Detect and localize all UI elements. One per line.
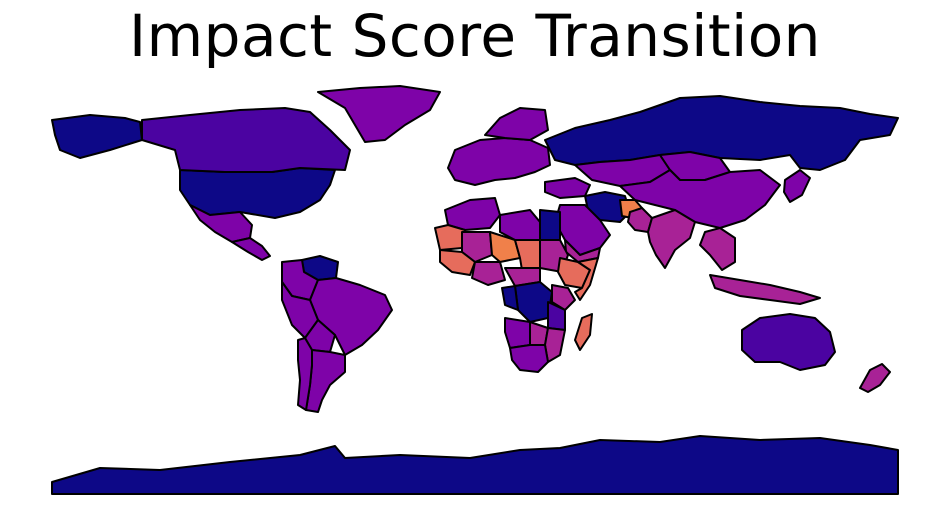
region-libya [499,209,541,241]
region-greenland [317,85,441,143]
region-west-africa [439,249,476,276]
region-southern-africa [509,344,549,373]
region-congo [501,285,519,311]
region-japan [783,169,811,203]
region-india [647,209,696,269]
region-madagascar [574,313,593,351]
region-europe [447,137,551,186]
region-scandinavia [484,107,549,141]
map-title: Impact Score Transition [129,2,821,70]
region-central-america [231,237,271,261]
region-turkey [544,177,591,199]
region-australia [741,313,836,371]
region-alaska [51,114,143,159]
region-somalia [574,257,599,301]
region-maghreb [444,197,501,231]
region-indonesia [709,274,821,305]
region-mozambique [544,327,566,363]
region-dr-congo [514,281,553,323]
region-egypt [539,209,561,241]
region-angola [504,317,531,349]
region-canada [141,107,351,173]
region-new-zealand [859,363,891,393]
region-antarctica [51,435,899,495]
region-chad [514,239,541,271]
region-nigeria [471,261,506,286]
region-niger [489,231,521,263]
region-united-states [179,167,336,219]
region-chile [297,337,313,411]
region-mauritania [434,224,466,251]
region-mali [461,231,493,263]
region-china [619,169,781,229]
region-kenya [551,284,576,311]
region-southeast-asia [699,227,736,271]
